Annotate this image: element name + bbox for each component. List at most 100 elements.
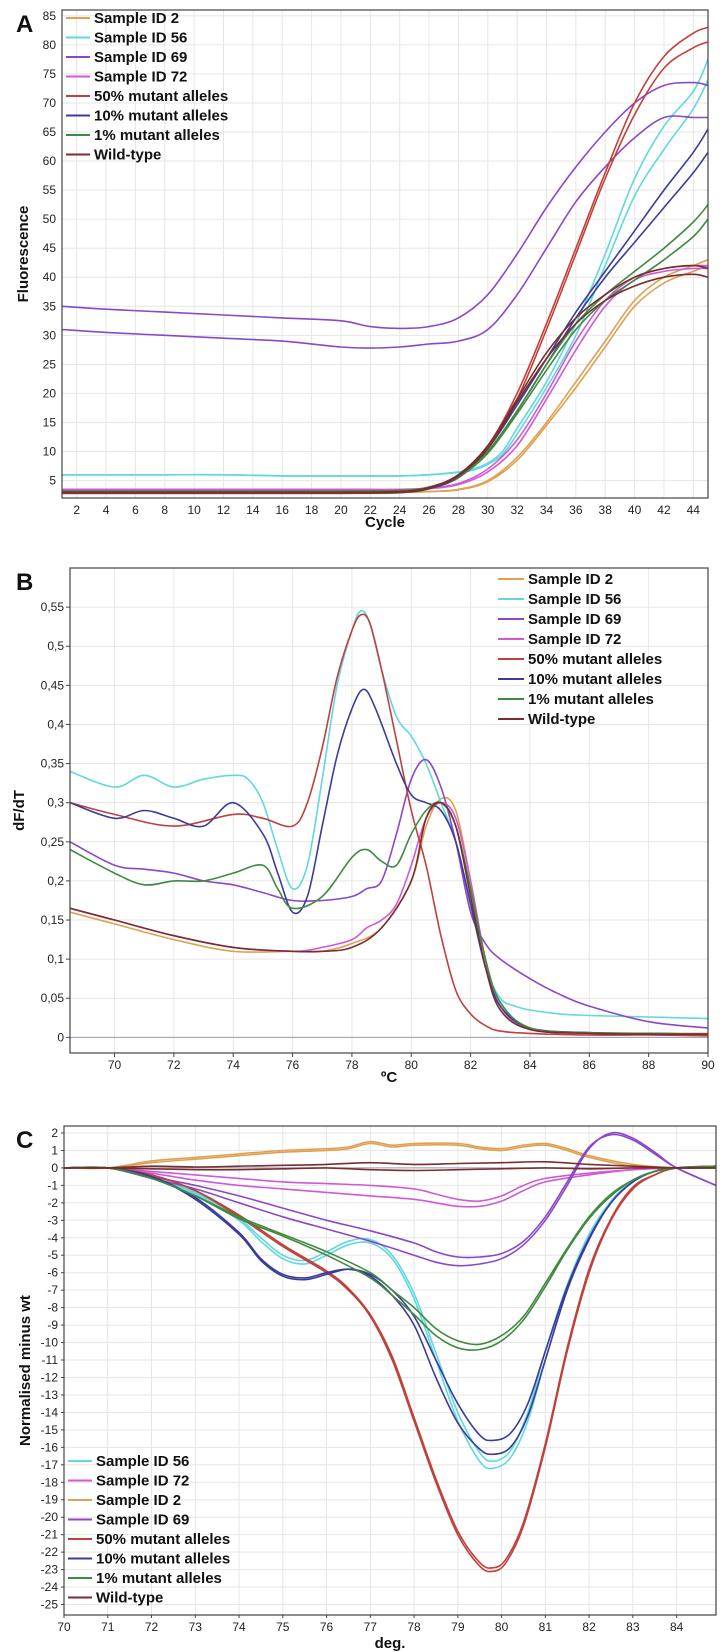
x-tick-label: 78 — [345, 1058, 359, 1072]
y-tick-label: -1 — [47, 1178, 58, 1192]
x-tick-label: 26 — [422, 503, 436, 517]
y-tick-label: 0 — [57, 1030, 64, 1044]
y-tick-label: -5 — [47, 1248, 58, 1262]
x-tick-label: 18 — [305, 503, 319, 517]
x-tick-label: 76 — [286, 1058, 300, 1072]
series-line-sample-id-56 — [64, 1165, 716, 1470]
y-tick-label: 15 — [43, 415, 57, 429]
y-tick-label: -6 — [47, 1266, 58, 1280]
y-tick-label: 55 — [43, 183, 57, 197]
x-tick-label: 82 — [582, 1620, 596, 1634]
legend-label: Sample ID 56 — [96, 1453, 189, 1470]
legend-label: Wild-type — [96, 1590, 163, 1607]
x-tick-label: 72 — [167, 1058, 181, 1072]
series-line-sample-id-72 — [64, 1166, 716, 1208]
x-tick-label: 81 — [539, 1620, 553, 1634]
x-tick-label: 74 — [227, 1058, 241, 1072]
y-tick-label: 0,4 — [47, 717, 64, 731]
x-tick-label: 2 — [73, 503, 80, 517]
y-tick-label: 0,25 — [41, 835, 65, 849]
chart-panel-c: C 70 71 72 73 74 75 76 77 78 79 80 81 82 83 84 2 1 0 -1 -2 -3… — [16, 1125, 717, 1652]
x-tick-label: 40 — [628, 503, 642, 517]
x-tick-label: 90 — [701, 1058, 715, 1072]
y-tick-label: 45 — [43, 241, 57, 255]
legend-label: 10% mutant alleles — [96, 1551, 230, 1568]
panel-letter: B — [16, 569, 33, 596]
legend-label: Wild-type — [528, 711, 595, 728]
y-tick-label: 0,3 — [47, 796, 64, 810]
series-group — [70, 609, 708, 1037]
series-line-wild-type — [70, 801, 708, 1036]
x-tick-label: 10 — [187, 503, 201, 517]
x-tick-label: 80 — [495, 1620, 509, 1634]
x-tick-label: 84 — [670, 1620, 684, 1634]
legend-label: Sample ID 2 — [96, 1492, 181, 1509]
plot-frame — [69, 567, 709, 1054]
legend-label: 1% mutant alleles — [96, 1570, 222, 1587]
y-tick-label: 0,2 — [47, 874, 64, 888]
y-axis-title: Fluorescence — [15, 206, 32, 303]
y-axis-title: Normalised minus wt — [17, 1295, 34, 1446]
plot-frame — [61, 9, 709, 499]
chart-panel-b: B 70 72 74 76 78 80 82 84 86 88 90 0 0,05 0,1 0,15 0,2 0,… — [11, 567, 715, 1086]
x-tick-label: 79 — [451, 1620, 465, 1634]
x-axis-title: ºC — [381, 1069, 397, 1086]
y-tick-label: 40 — [43, 270, 57, 284]
x-tick-label: 73 — [189, 1620, 203, 1634]
x-tick-label: 16 — [276, 503, 290, 517]
x-tick-label: 70 — [108, 1058, 122, 1072]
x-axis: 70 72 74 76 78 80 82 84 86 88 90 — [108, 1053, 715, 1072]
x-tick-label: 4 — [103, 503, 110, 517]
legend-label: 10% mutant alleles — [528, 671, 662, 688]
y-tick-label: -9 — [47, 1318, 58, 1332]
series-line-10-mutant-alleles — [62, 128, 708, 494]
y-tick-label: 25 — [43, 357, 57, 371]
y-tick-label: 0,05 — [41, 991, 65, 1005]
series-line-50-mutant-alleles — [70, 613, 708, 1037]
series-line-sample-id-72 — [64, 1166, 716, 1203]
x-tick-label: 76 — [320, 1620, 334, 1634]
y-tick-label: 5 — [49, 474, 56, 488]
series-line-sample-id-2 — [64, 1142, 716, 1170]
x-tick-label: 44 — [687, 503, 701, 517]
legend-label: Sample ID 56 — [94, 30, 187, 47]
y-tick-label: 2 — [51, 1126, 58, 1140]
y-axis: 0 0,05 0,1 0,15 0,2 0,25 0,3 0,35 0,4 0,45 0,5 0,55 — [41, 600, 70, 1044]
x-tick-label: 8 — [161, 503, 168, 517]
legend-label: 1% mutant alleles — [94, 127, 220, 144]
y-tick-label: -20 — [41, 1510, 59, 1524]
series-line-sample-id-69 — [70, 758, 708, 1029]
chart-panel-a: A2 4 6 8 10 12 14 16 18 20 22 24 26 28 30 32 34 36 38 40 42 4… — [15, 9, 709, 531]
legend-label: 50% mutant alleles — [528, 651, 662, 668]
panel-letter: A — [16, 11, 33, 38]
y-tick-label: -10 — [41, 1336, 59, 1350]
x-tick-label: 20 — [334, 503, 348, 517]
x-tick-label: 78 — [407, 1620, 421, 1634]
y-tick-label: 10 — [43, 445, 57, 459]
series-line-sample-id-56 — [64, 1165, 716, 1463]
legend: Sample ID 56 Sample ID 72 Sample ID 2 Sampl… — [68, 1453, 230, 1607]
series-line-1-mutant-alleles — [62, 218, 708, 493]
y-axis: 5 10 15 20 25 30 35 40 45 50 55 60 65 70 75 80 85 — [43, 9, 57, 488]
x-tick-label: 36 — [569, 503, 583, 517]
y-tick-label: 65 — [43, 125, 57, 139]
x-tick-label: 75 — [276, 1620, 290, 1634]
y-tick-label: 0,5 — [47, 639, 64, 653]
y-tick-label: 80 — [43, 38, 57, 52]
y-tick-label: -18 — [41, 1475, 59, 1489]
series-line-10-mutant-alleles — [64, 1165, 716, 1456]
y-tick-label: -15 — [41, 1423, 59, 1437]
y-tick-label: 30 — [43, 328, 57, 342]
y-tick-label: -22 — [41, 1545, 59, 1559]
y-tick-label: -11 — [42, 1353, 59, 1367]
x-tick-label: 82 — [464, 1058, 478, 1072]
y-tick-label: -19 — [41, 1493, 59, 1507]
legend-label: Sample ID 56 — [528, 591, 621, 608]
y-tick-label: 35 — [43, 299, 57, 313]
x-tick-label: 74 — [232, 1620, 246, 1634]
x-axis-title: deg. — [375, 1635, 406, 1652]
x-tick-label: 12 — [217, 503, 231, 517]
legend: Sample ID 2 Sample ID 56 Sample ID 69 Sampl… — [498, 571, 662, 728]
y-tick-label: 0 — [51, 1161, 58, 1175]
